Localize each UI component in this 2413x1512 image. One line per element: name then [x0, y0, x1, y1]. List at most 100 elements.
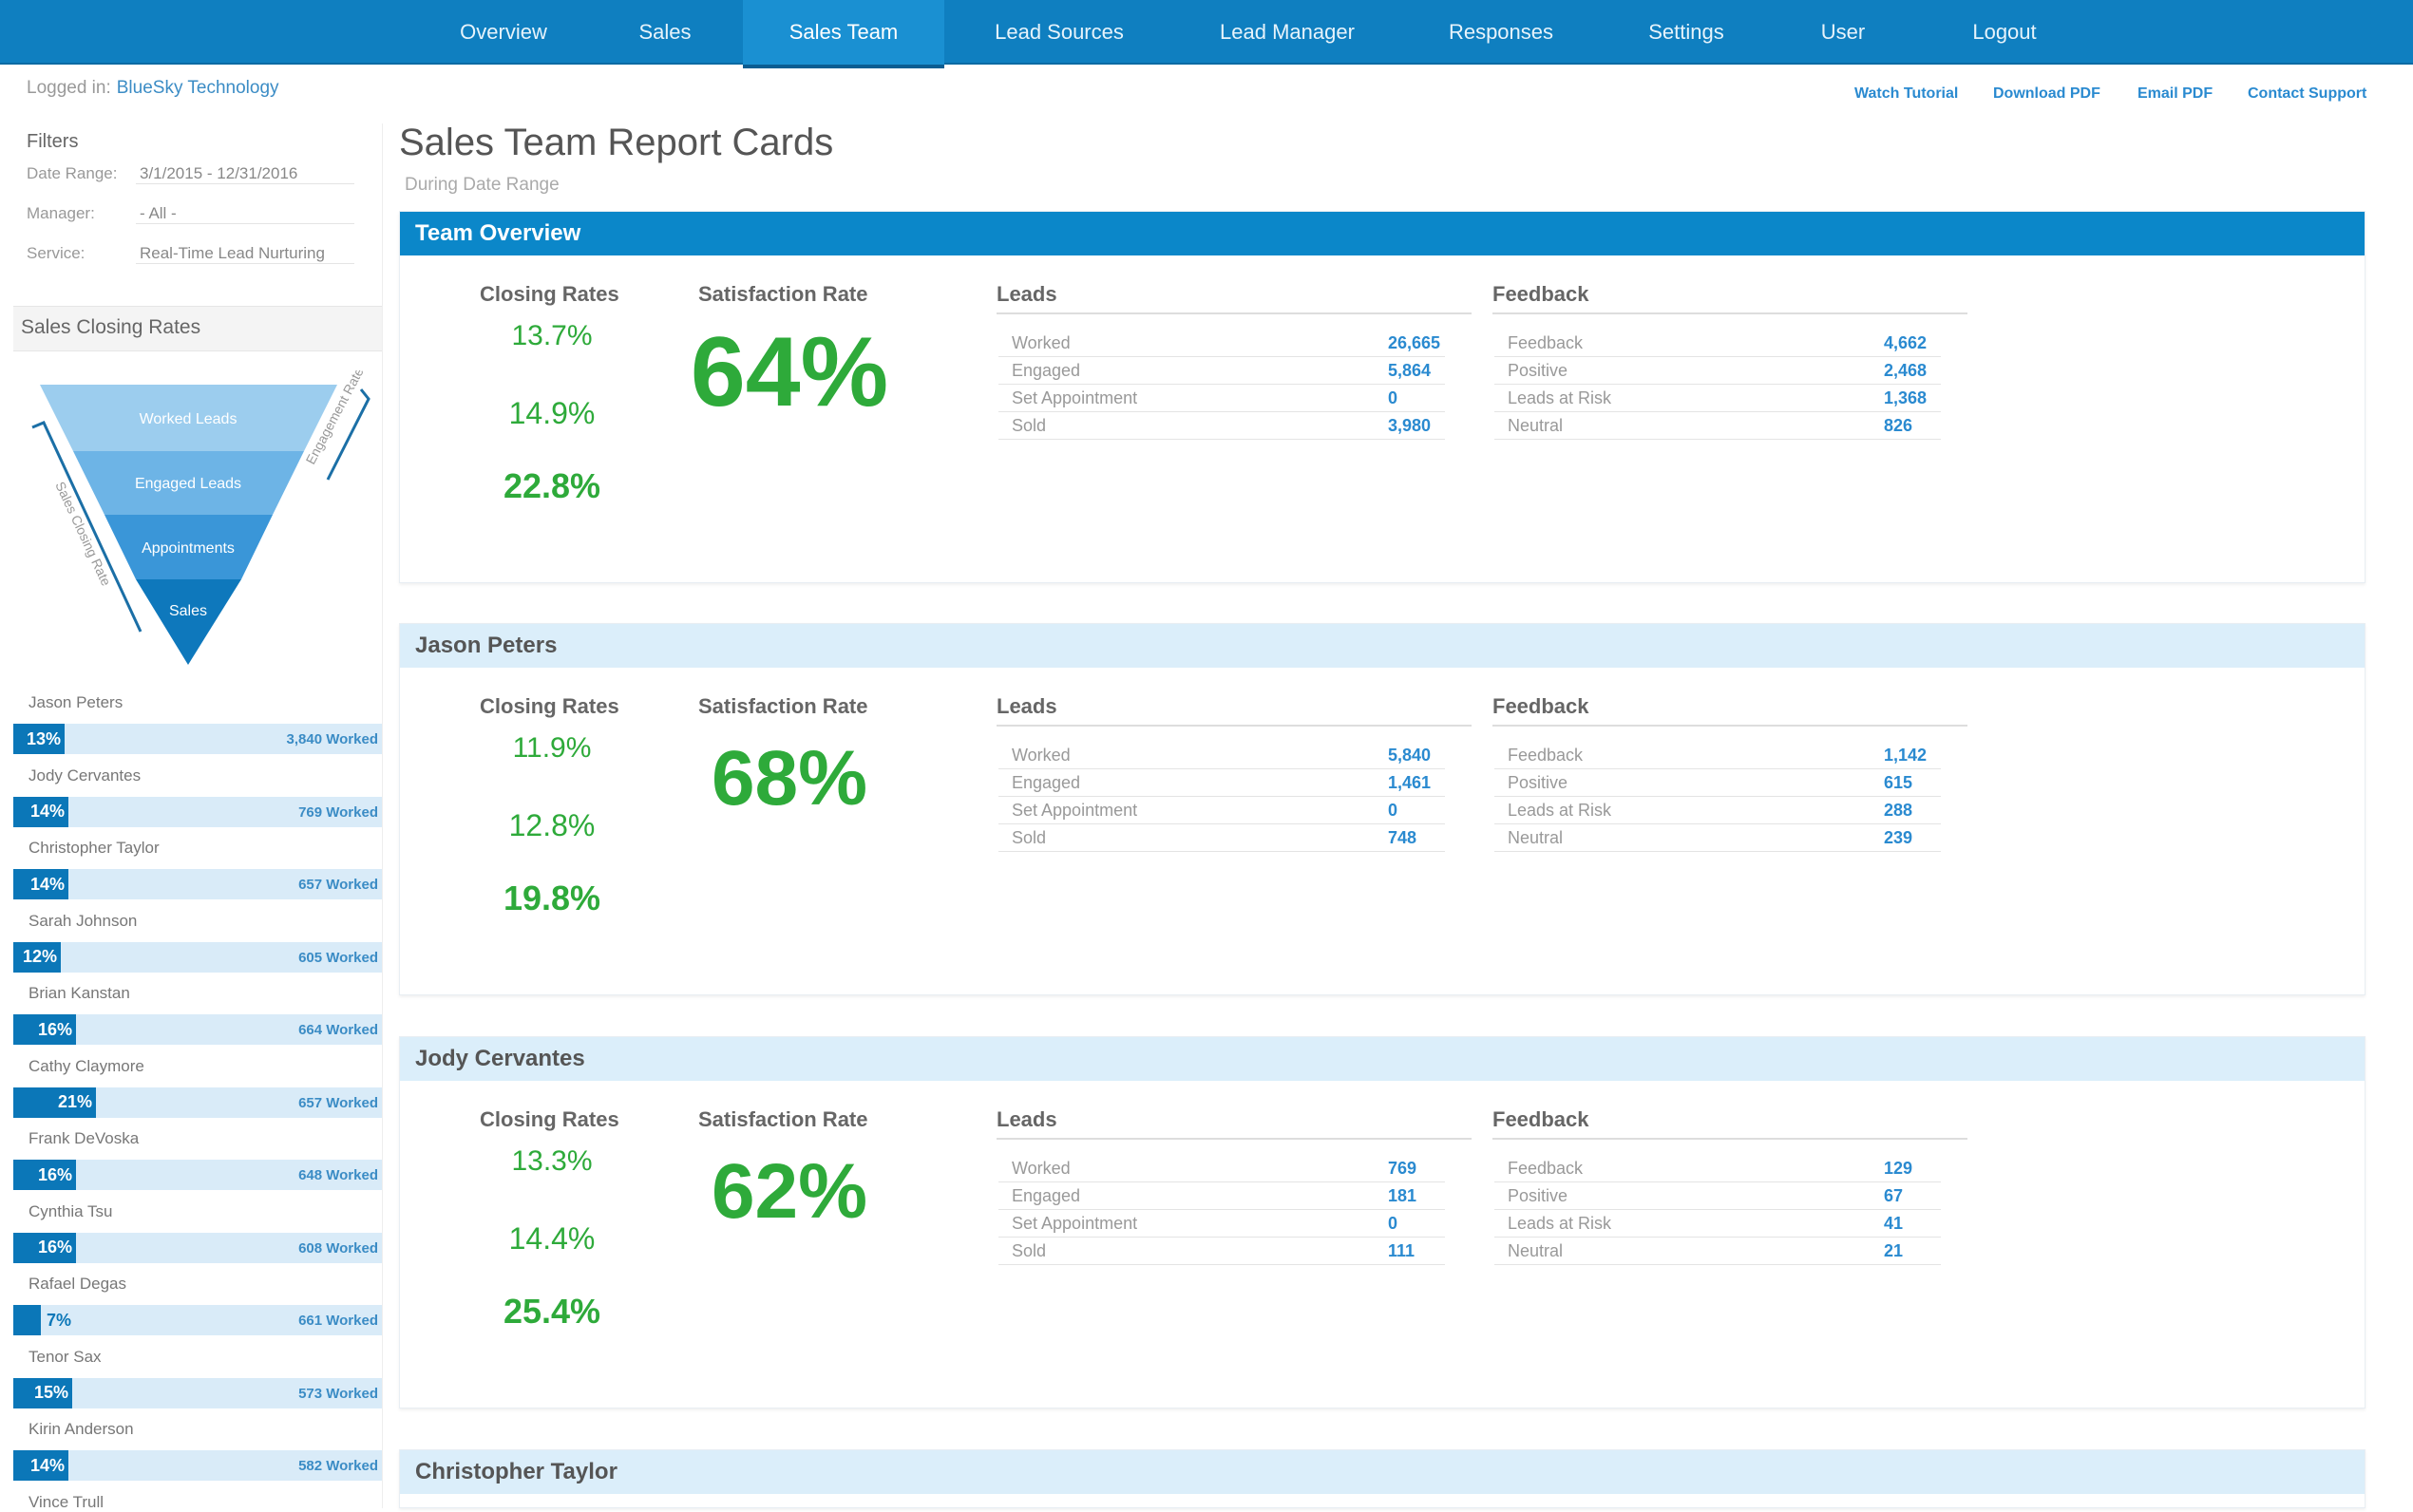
page-title: Sales Team Report Cards — [399, 122, 834, 163]
salesperson-name: Kirin Anderson — [28, 1420, 134, 1438]
closing-rate-bar[interactable]: 13% 3,840 Worked — [13, 724, 382, 754]
lead-value[interactable]: 1,461 — [1388, 773, 1432, 792]
report-card-title[interactable]: Jason Peters — [400, 624, 2365, 668]
lead-value[interactable]: 5,840 — [1388, 746, 1432, 765]
service-select[interactable]: Real-Time Lead Nurturing — [136, 244, 354, 264]
feedback-row: Neutral 239 — [1494, 824, 1941, 852]
feedback-label: Positive — [1508, 773, 1568, 792]
lead-value[interactable]: 0 — [1388, 1214, 1398, 1233]
feedback-value[interactable]: 1,368 — [1884, 388, 1928, 407]
feedback-value[interactable]: 1,142 — [1884, 746, 1928, 765]
lead-row: Set Appointment 0 — [998, 385, 1445, 412]
feedback-row: Positive 615 — [1494, 769, 1941, 797]
closing-rate-bar[interactable]: 14% 769 Worked — [13, 796, 382, 827]
filter-service[interactable]: Service: Real-Time Lead Nurturing — [27, 241, 354, 266]
lead-row: Set Appointment 0 — [998, 1210, 1445, 1238]
lead-label: Engaged — [1012, 361, 1081, 380]
logged-in-label: Logged in: — [27, 78, 111, 98]
feedback-value[interactable]: 239 — [1884, 828, 1913, 847]
closing-rate-value: 11.9% — [512, 732, 592, 764]
nav-user[interactable]: User — [1820, 20, 1866, 44]
date-range-field[interactable]: 3/1/2015 - 12/31/2016 — [136, 164, 354, 184]
closing-rate-bar[interactable]: 16% 664 Worked — [13, 1014, 382, 1045]
report-card-jody-cervantes: Jody Cervantes Closing Rates Satisfaction … — [399, 1036, 2366, 1408]
lead-value[interactable]: 26,665 — [1388, 333, 1441, 352]
lead-value[interactable]: 748 — [1388, 828, 1417, 847]
lead-value[interactable]: 0 — [1388, 388, 1398, 407]
lead-label: Worked — [1012, 1159, 1071, 1178]
lead-value[interactable]: 3,980 — [1388, 416, 1432, 435]
leads-header: Leads — [997, 282, 1472, 314]
closing-rate-bar[interactable]: 15% 573 Worked — [13, 1377, 382, 1408]
download-pdf-link[interactable]: Download PDF — [1993, 85, 2100, 102]
lead-label: Set Appointment — [1012, 388, 1138, 407]
feedback-value[interactable]: 4,662 — [1884, 333, 1928, 352]
feedback-row: Neutral 826 — [1494, 412, 1941, 440]
lead-label: Sold — [1012, 416, 1047, 435]
feedback-value[interactable]: 41 — [1884, 1214, 1904, 1233]
filter-label: Date Range: — [27, 164, 118, 182]
nav-settings[interactable]: Settings — [1648, 20, 1724, 44]
closing-rate-bar[interactable]: 16% 608 Worked — [13, 1232, 382, 1263]
satisfaction-rate-value: 64% — [690, 317, 889, 427]
closing-rate-value: 12.8% — [508, 808, 596, 842]
manager-select[interactable]: - All - — [136, 204, 354, 224]
lead-value[interactable]: 769 — [1388, 1159, 1417, 1178]
feedback-value[interactable]: 21 — [1884, 1241, 1904, 1260]
closing-rate-bar[interactable]: 12% 605 Worked — [13, 941, 382, 973]
worked-count: 3,840 Worked — [286, 731, 378, 747]
lead-value[interactable]: 5,864 — [1388, 361, 1432, 380]
lead-value[interactable]: 0 — [1388, 801, 1398, 820]
satisfaction-rate-value: 62% — [711, 1148, 868, 1235]
feedback-value[interactable]: 67 — [1884, 1186, 1904, 1205]
lead-row: Worked 769 — [998, 1155, 1445, 1182]
nav-lead-manager[interactable]: Lead Manager — [1220, 20, 1355, 44]
worked-count: 582 Worked — [298, 1458, 378, 1474]
closing-rate-bar[interactable]: 14% 657 Worked — [13, 869, 382, 899]
nav-sales-team[interactable]: Sales Team — [743, 0, 944, 68]
filter-label: Manager: — [27, 204, 95, 222]
filter-date-range[interactable]: Date Range: 3/1/2015 - 12/31/2016 — [27, 161, 354, 186]
leads-header: Leads — [997, 1107, 1472, 1140]
report-card-title[interactable]: Jody Cervantes — [400, 1037, 2365, 1081]
closing-rate-bar[interactable]: 7% 661 Worked — [13, 1305, 382, 1335]
feedback-value[interactable]: 615 — [1884, 773, 1913, 792]
lead-value[interactable]: 111 — [1388, 1241, 1416, 1260]
sales-closing-rates-title: Sales Closing Rates — [13, 306, 382, 351]
feedback-row: Neutral 21 — [1494, 1238, 1941, 1265]
lead-row: Engaged 5,864 — [998, 357, 1445, 385]
lead-value[interactable]: 181 — [1388, 1186, 1417, 1205]
closing-rate-bar[interactable]: 16% 648 Worked — [13, 1160, 382, 1190]
feedback-value[interactable]: 826 — [1884, 416, 1913, 435]
email-pdf-link[interactable]: Email PDF — [2138, 85, 2214, 102]
closing-rate-value: 22.8% — [503, 466, 601, 505]
feedback-value[interactable]: 129 — [1884, 1159, 1913, 1178]
nav-overview[interactable]: Overview — [460, 20, 547, 44]
worked-count: 608 Worked — [298, 1239, 378, 1257]
nav-responses[interactable]: Responses — [1448, 20, 1554, 44]
nav-sales[interactable]: Sales — [638, 20, 692, 44]
closing-rate-bar-fill: 12% — [13, 941, 61, 973]
closing-rate-percent: 21% — [57, 1092, 92, 1111]
feedback-value[interactable]: 2,468 — [1884, 361, 1928, 380]
feedback-row: Feedback 129 — [1494, 1155, 1941, 1182]
closing-rate-percent: 7% — [47, 1311, 72, 1330]
watch-tutorial-link[interactable]: Watch Tutorial — [1854, 85, 1959, 102]
feedback-row: Leads at Risk 1,368 — [1494, 385, 1941, 412]
nav-lead-sources[interactable]: Lead Sources — [995, 20, 1124, 44]
closing-rate-bar-fill: 16% — [13, 1160, 76, 1190]
page-subtitle: During Date Range — [405, 175, 560, 195]
funnel-layer-sales — [136, 579, 241, 665]
report-card-title[interactable]: Christopher Taylor — [400, 1450, 2365, 1494]
closing-rate-bar[interactable]: 21% 657 Worked — [13, 1087, 382, 1118]
closing-rate-bar[interactable]: 14% 582 Worked — [13, 1450, 382, 1481]
report-card-christopher-taylor: Christopher Taylor — [399, 1449, 2366, 1508]
sales-funnel-graphic: Worked Leads Engaged Leads Appointments … — [31, 370, 370, 665]
contact-support-link[interactable]: Contact Support — [2248, 85, 2367, 102]
report-card-title[interactable]: Team Overview — [400, 212, 2365, 255]
nav-logout[interactable]: Logout — [1972, 20, 2037, 44]
lead-row: Sold 3,980 — [998, 412, 1445, 440]
feedback-value[interactable]: 288 — [1884, 801, 1913, 820]
worked-count: 769 Worked — [298, 803, 378, 821]
filter-manager[interactable]: Manager: - All - — [27, 201, 354, 226]
